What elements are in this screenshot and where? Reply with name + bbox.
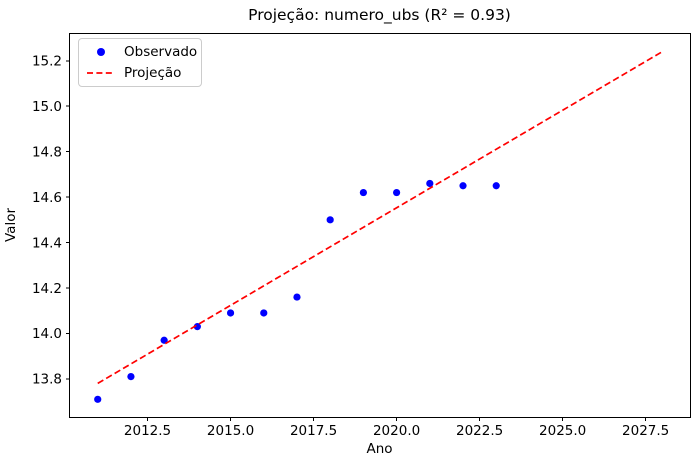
y-tick-label: 15.0 [32,99,62,115]
data-point [260,309,268,317]
legend-label-observado: Observado [124,44,198,61]
y-axis-label: Valor [3,207,19,243]
data-point [326,216,334,224]
data-point [492,182,500,190]
x-axis-label: Ano [366,441,393,457]
x-tick-label: 2015.0 [207,423,254,439]
data-point [226,309,235,317]
data-point [127,373,135,381]
y-tick-label: 14.0 [32,326,62,342]
y-tick-label: 14.8 [32,144,62,160]
legend-item-observado: Observado [86,42,198,62]
data-point [426,179,434,188]
legend-sample [86,48,116,57]
legend-label-projecao: Projeção [124,64,182,81]
data-point [293,293,301,301]
data-point [459,182,467,190]
data-point [359,188,367,197]
x-tick-label: 2020.0 [373,423,420,439]
x-tick-label: 2027.5 [622,423,669,439]
projection-line [97,50,663,385]
data-point [94,395,102,403]
legend: Observado Projeção [78,38,202,87]
y-tick-label: 14.6 [32,190,62,206]
x-tick-label: 2017.5 [290,423,337,439]
y-tick-label: 15.2 [32,54,62,70]
chart-title: Projeção: numero_ubs (R² = 0.93) [248,6,511,24]
x-tick-label: 2022.5 [456,423,503,439]
scatter-marker-icon [97,48,105,57]
legend-item-projecao: Projeção [86,63,195,83]
data-point [393,188,401,197]
y-tick-label: 14.4 [32,235,62,251]
dashed-line-icon [87,71,115,74]
plot-border [69,33,691,418]
y-tick-label: 14.2 [32,281,62,297]
data-point [160,336,168,344]
data-point [193,323,201,331]
y-tick-label: 13.8 [32,372,62,388]
x-tick-label: 2025.0 [539,423,586,439]
x-tick-label: 2012.5 [124,423,171,439]
